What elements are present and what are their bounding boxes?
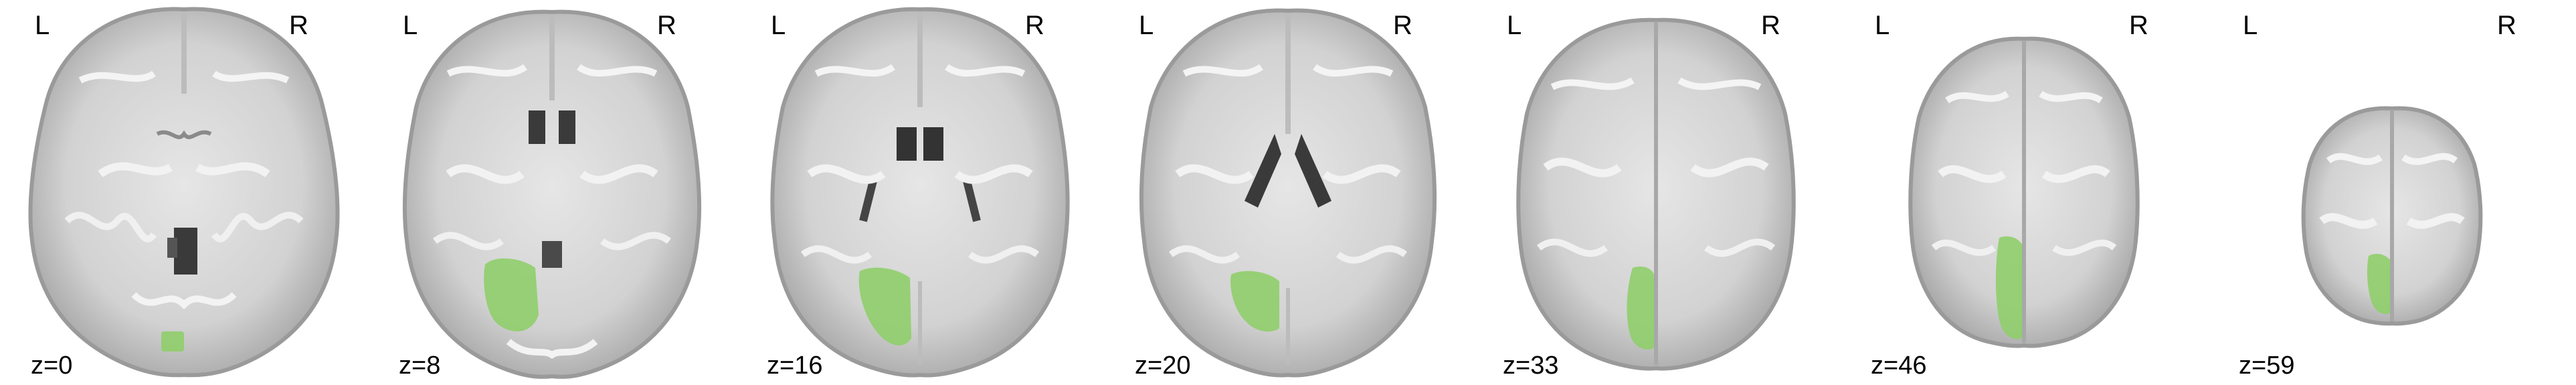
slice-panel-z0: L R z=0 [0,0,368,385]
slice-coordinate-label: z=0 [31,352,73,380]
left-hemisphere-label: L [1139,11,1154,40]
brain-slice-z16 [770,7,1070,378]
right-hemisphere-label: R [2497,11,2516,40]
right-hemisphere-label: R [1393,11,1412,40]
right-hemisphere-label: R [2129,11,2148,40]
slice-panel-z59: L R z=59 [2208,0,2576,385]
brain-slice-z33 [1516,17,1796,371]
left-hemisphere-label: L [771,11,786,40]
slice-panel-z46: L R z=46 [1840,0,2208,385]
brain-slice-z0 [28,7,340,378]
slice-coordinate-label: z=20 [1135,352,1191,380]
brain-slice-z59 [2301,106,2483,326]
brain-slice-z46 [1908,36,2140,348]
left-hemisphere-label: L [403,11,418,40]
left-hemisphere-label: L [35,11,50,40]
brain-slice-z8 [402,9,702,379]
slice-coordinate-label: z=8 [399,352,441,380]
slice-panel-z16: L R z=16 [736,0,1104,385]
right-hemisphere-label: R [657,11,676,40]
right-hemisphere-label: R [1025,11,1044,40]
slice-panel-z8: L R z=8 [368,0,736,385]
left-hemisphere-label: L [1507,11,1522,40]
right-hemisphere-label: R [1761,11,1780,40]
slice-coordinate-label: z=59 [2239,352,2295,380]
slice-coordinate-label: z=16 [767,352,823,380]
slice-panel-z20: L R z=20 [1104,0,1472,385]
left-hemisphere-label: L [2243,11,2258,40]
brain-slice-z20 [1139,8,1437,378]
slice-coordinate-label: z=46 [1871,352,1927,380]
slice-coordinate-label: z=33 [1503,352,1559,380]
right-hemisphere-label: R [289,11,308,40]
slice-panel-z33: L R z=33 [1472,0,1840,385]
left-hemisphere-label: L [1875,11,1890,40]
